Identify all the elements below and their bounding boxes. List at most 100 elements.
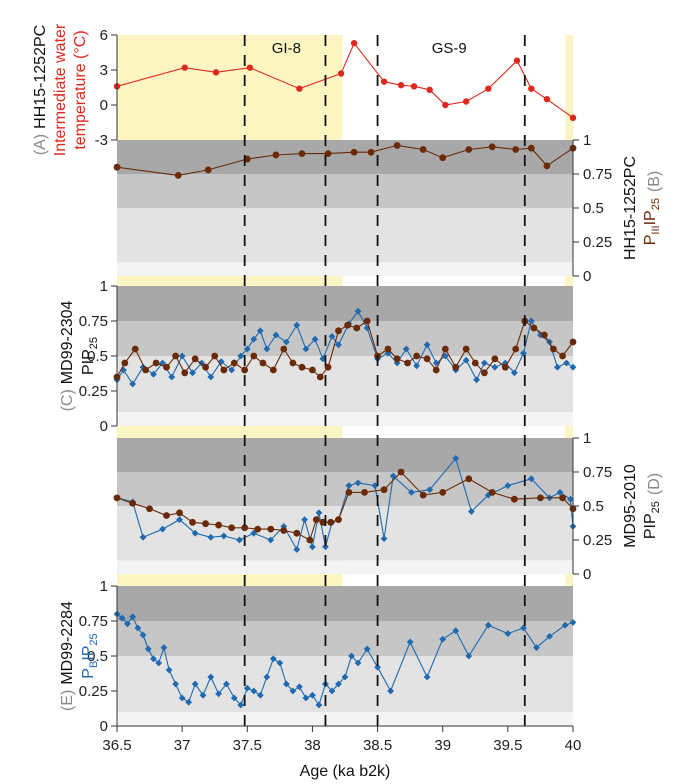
y-tick-label-e-0: 0 (100, 718, 108, 735)
data-point-e-blue-49 (520, 624, 527, 632)
data-point-a-red-16 (543, 95, 551, 103)
data-point-d-blue-16 (322, 543, 329, 551)
event-label-gi-8: GI-8 (272, 40, 301, 57)
series-line-e-blue (116, 613, 574, 707)
data-point-b-brown-2 (204, 166, 212, 174)
proxy-name-part-b-1: III (650, 225, 662, 234)
data-point-d-brown-15 (312, 516, 320, 523)
site-name-b: HH15-1252PC (622, 156, 639, 260)
data-point-c-brown-19 (298, 363, 306, 371)
proxy-name-part-b-0: P (642, 235, 659, 246)
data-point-e-blue-31 (309, 691, 316, 699)
data-point-c-brown-4 (152, 359, 160, 367)
data-point-c-blue-6 (168, 373, 176, 381)
y-tick-label-c-2: 0.5 (87, 348, 108, 365)
data-point-d-brown-16 (319, 518, 327, 526)
data-point-d-brown-5 (189, 518, 196, 526)
data-point-c-blue-7 (178, 352, 186, 360)
data-point-d-blue-3 (159, 525, 166, 533)
data-point-c-blue-2 (129, 380, 137, 388)
data-point-c-blue-15 (250, 335, 258, 343)
data-point-a-red-4 (296, 85, 303, 92)
y-tick-label-a-0: -3 (95, 132, 108, 149)
data-point-d-brown-3 (163, 512, 170, 519)
data-point-e-blue-19 (230, 694, 238, 702)
data-point-a-red-5 (337, 70, 345, 77)
data-point-e-blue-16 (207, 673, 215, 681)
data-point-d-blue-33 (566, 495, 574, 503)
data-point-c-blue-32 (402, 345, 410, 353)
data-point-c-blue-40 (481, 359, 488, 367)
data-point-d-brown-17 (327, 518, 335, 526)
data-point-e-blue-43 (423, 673, 431, 681)
data-point-c-blue-50 (569, 363, 577, 371)
data-point-b-brown-16 (543, 162, 551, 170)
data-point-b-brown-3 (243, 155, 251, 163)
data-point-e-blue-14 (191, 680, 199, 688)
data-point-c-blue-18 (272, 331, 280, 339)
data-point-e-blue-40 (374, 663, 381, 671)
data-point-a-red-7 (380, 78, 388, 85)
data-point-b-brown-14 (512, 146, 520, 153)
data-point-e-blue-39 (363, 645, 371, 653)
data-point-d-blue-20 (354, 479, 362, 487)
data-point-c-blue-45 (527, 317, 535, 325)
data-point-a-red-6 (350, 39, 358, 47)
data-point-d-blue-15 (315, 509, 323, 517)
data-point-a-red-13 (485, 85, 492, 92)
data-point-c-blue-22 (311, 335, 319, 343)
data-point-c-blue-14 (243, 345, 251, 353)
data-point-d-blue-26 (452, 455, 460, 462)
y-tick-label-b-1: 0.25 (583, 234, 612, 251)
y-tick-label-c-0: 0 (100, 418, 108, 435)
data-point-e-blue-34 (328, 687, 336, 695)
data-point-d-brown-20 (361, 489, 368, 496)
data-point-d-brown-8 (228, 524, 236, 532)
data-point-e-blue-9 (160, 644, 168, 651)
y-tick-label-a-1: 0 (100, 97, 108, 114)
data-point-c-blue-5 (159, 359, 166, 367)
y-tick-label-a-2: 3 (100, 62, 108, 79)
proxy-name-part-d-0: PIP (642, 513, 659, 539)
data-point-e-blue-38 (354, 659, 362, 667)
data-point-e-blue-22 (250, 687, 258, 695)
x-axis-title: Age (ka b2k) (300, 763, 391, 780)
data-point-c-brown-12 (230, 359, 238, 367)
panel-letter-e: (E) (59, 690, 76, 711)
y-axis-title-d-proxy: PIP25 (D) (642, 473, 663, 539)
y-axis-title-c-proxy: PIP25 (80, 337, 100, 375)
data-point-d-blue-21 (371, 482, 379, 489)
data-point-d-blue-6 (207, 533, 215, 541)
data-point-c-brown-30 (404, 359, 411, 367)
data-point-e-blue-6 (144, 645, 152, 653)
y-axis-title-c-site: (C) MD99-2304 (59, 300, 76, 411)
data-point-b-brown-0 (113, 163, 121, 171)
proxy-name-part-c-0: PIP (80, 349, 97, 375)
data-point-c-brown-45 (550, 345, 557, 353)
data-point-c-brown-46 (559, 352, 566, 360)
y-axis-title-a-line1: Intermediate water (52, 23, 69, 156)
proxy-name-part-e-0: P (80, 668, 97, 679)
y-axis-title-d-site: MD95-2010 (622, 464, 639, 548)
data-point-e-blue-1 (118, 614, 126, 622)
data-point-c-brown-36 (462, 345, 470, 353)
data-point-e-blue-24 (263, 673, 271, 681)
data-point-c-blue-12 (228, 366, 236, 374)
data-point-d-brown-9 (241, 524, 249, 532)
y-tick-label-c-4: 1 (100, 278, 108, 295)
data-point-e-blue-27 (282, 680, 290, 688)
data-point-d-brown-0 (113, 494, 121, 502)
data-point-d-brown-23 (419, 491, 427, 499)
data-point-c-blue-4 (150, 370, 157, 378)
data-point-d-brown-2 (146, 505, 153, 513)
x-tick-label-6: 39.5 (493, 737, 522, 754)
data-point-e-blue-50 (533, 644, 540, 651)
data-point-c-brown-9 (202, 363, 209, 371)
data-point-b-brown-15 (527, 144, 535, 152)
proxy-name-part-b-2: IP (642, 210, 659, 225)
data-point-e-blue-3 (129, 613, 137, 621)
site-name-c: MD99-2304 (59, 300, 76, 384)
data-point-c-blue-41 (491, 363, 499, 371)
data-point-e-blue-37 (348, 652, 355, 660)
data-point-e-blue-42 (406, 638, 414, 646)
